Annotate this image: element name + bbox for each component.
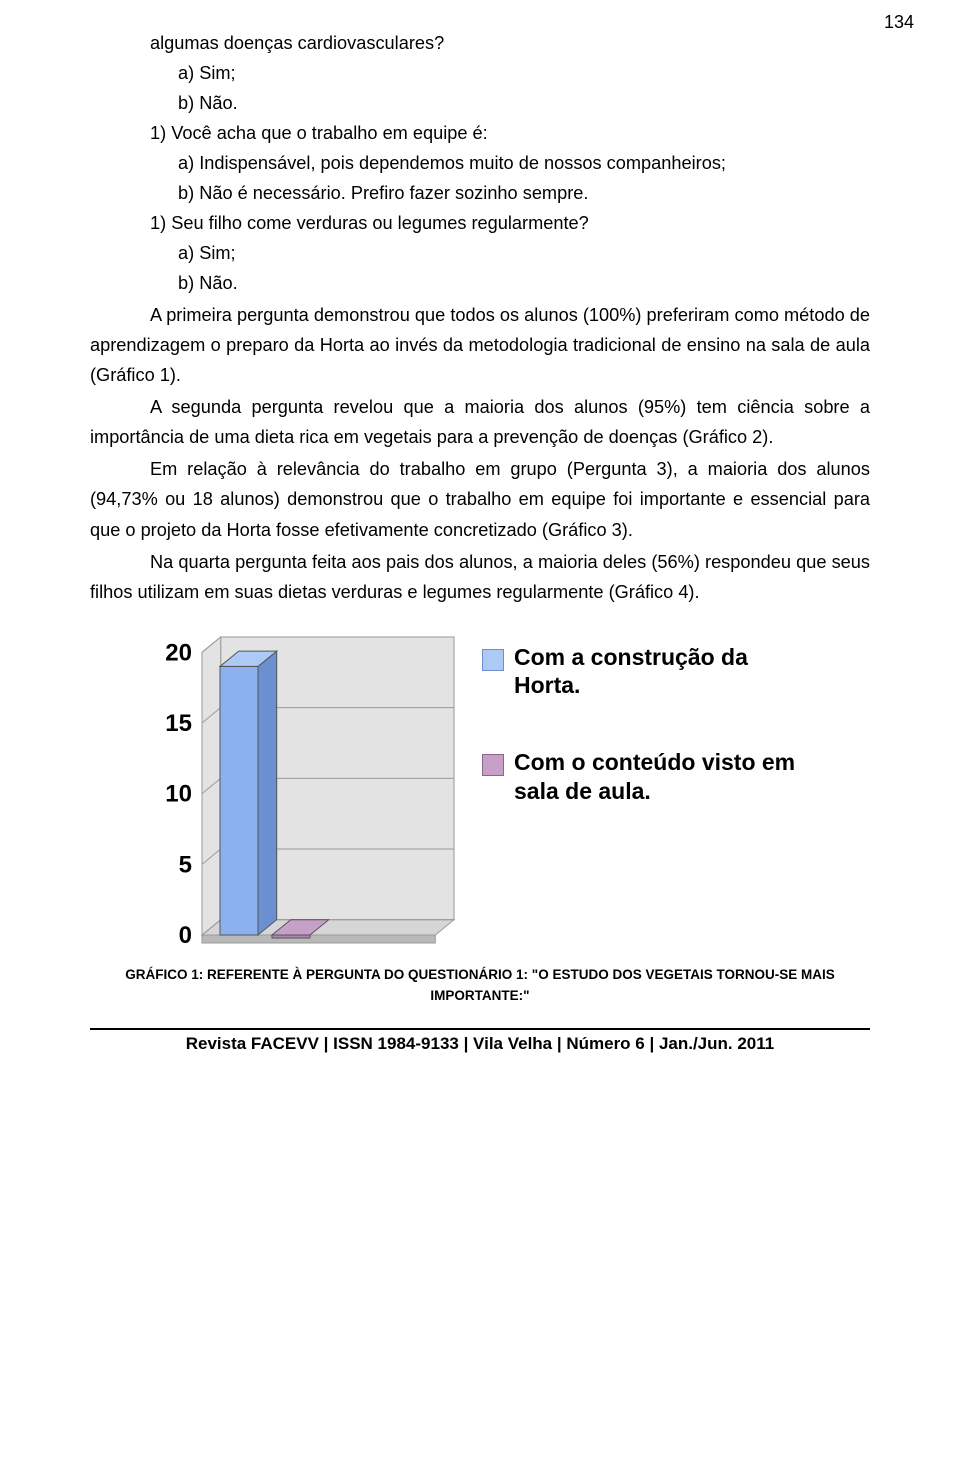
chart-caption: GRÁFICO 1: REFERENTE À PERGUNTA DO QUEST… xyxy=(90,965,870,1007)
legend-swatch-icon xyxy=(482,754,504,776)
legend-label: Com a construção da Horta. xyxy=(514,643,804,701)
question-line: 1) Você acha que o trabalho em equipe é: xyxy=(90,118,870,148)
paragraph: A segunda pergunta revelou que a maioria… xyxy=(90,392,870,452)
chart-legend: Com a construção da Horta. Com o conteúd… xyxy=(482,643,804,806)
legend-item-1: Com a construção da Horta. xyxy=(482,643,804,701)
legend-swatch-icon xyxy=(482,649,504,671)
paragraph: Em relação à relevância do trabalho em g… xyxy=(90,454,870,544)
option-a: a) Sim; xyxy=(90,58,870,88)
document-body: algumas doenças cardiovasculares? a) Sim… xyxy=(90,28,870,607)
option-a: a) Indispensável, pois dependemos muito … xyxy=(90,148,870,178)
paragraph: Na quarta pergunta feita aos pais dos al… xyxy=(90,547,870,607)
bar-chart-3d: 20 15 10 5 0 xyxy=(150,629,460,959)
question-line: 1) Seu filho come verduras ou legumes re… xyxy=(90,208,870,238)
page-footer: Revista FACEVV | ISSN 1984-9133 | Vila V… xyxy=(90,1028,870,1054)
svg-text:15: 15 xyxy=(165,710,192,737)
option-b: b) Não. xyxy=(90,268,870,298)
option-b: b) Não é necessário. Prefiro fazer sozin… xyxy=(90,178,870,208)
question-line: algumas doenças cardiovasculares? xyxy=(90,28,870,58)
legend-label: Com o conteúdo visto em sala de aula. xyxy=(514,748,804,806)
chart-container: 20 15 10 5 0 Com a construção da Horta. Com … xyxy=(150,629,870,959)
svg-text:0: 0 xyxy=(179,922,192,949)
page-number: 134 xyxy=(884,12,914,33)
paragraph: A primeira pergunta demonstrou que todos… xyxy=(90,300,870,390)
option-a: a) Sim; xyxy=(90,238,870,268)
legend-item-2: Com o conteúdo visto em sala de aula. xyxy=(482,748,804,806)
svg-text:20: 20 xyxy=(165,639,192,666)
option-b: b) Não. xyxy=(90,88,870,118)
svg-text:5: 5 xyxy=(179,851,192,878)
svg-text:10: 10 xyxy=(165,780,192,807)
